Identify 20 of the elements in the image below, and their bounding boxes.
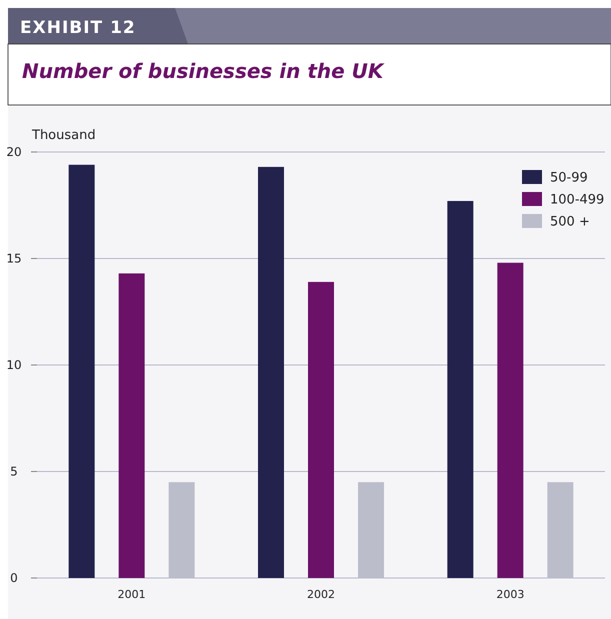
- y-axis-title: Thousand: [31, 128, 96, 143]
- bar: [308, 282, 334, 578]
- y-tick-label: 15: [6, 252, 22, 266]
- legend-label: 100-499: [550, 192, 604, 208]
- legend-label: 50-99: [550, 170, 588, 186]
- bar: [68, 164, 95, 578]
- bar: [118, 273, 145, 578]
- text: EXHIBIT 12: [20, 18, 136, 38]
- y-tick-label: 10: [6, 358, 22, 372]
- x-tick-label: 2003: [496, 588, 524, 601]
- y-tick-label: 5: [10, 464, 18, 479]
- chart-title: Number of businesses in the UK: [22, 59, 385, 83]
- bar: [258, 166, 284, 578]
- y-tick-label: 0: [10, 571, 18, 586]
- y-tick-label: 20: [6, 145, 22, 160]
- x-tick-label: 2001: [118, 588, 146, 601]
- bar: [447, 200, 474, 578]
- x-tick-label: 2002: [307, 588, 335, 601]
- bar: [497, 262, 524, 578]
- legend-label: 500 +: [550, 214, 590, 230]
